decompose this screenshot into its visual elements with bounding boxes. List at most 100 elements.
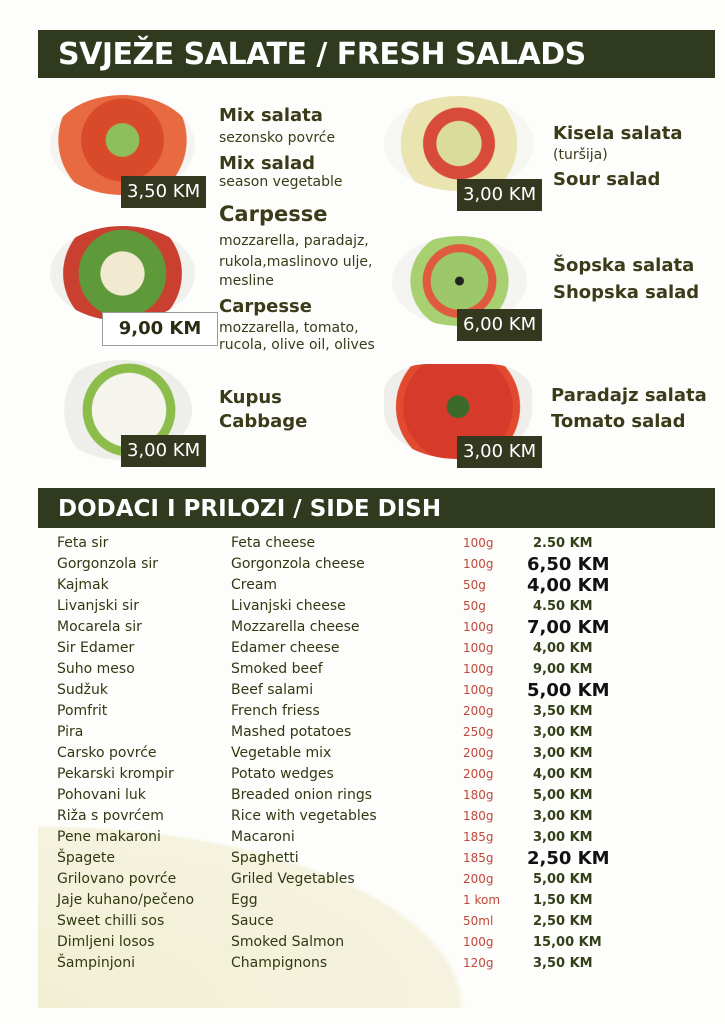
side-dish-portion: 100g: [463, 683, 494, 697]
tomato-salad-price: 3,00 KM: [457, 436, 543, 468]
side-dish-row: Sudžuk Beef salami 100g 5,00 KM: [0, 680, 725, 701]
side-dish-price: 15,00 KM: [533, 935, 602, 950]
side-dish-row: Sweet chilli sos Sauce 50ml 2,50 KM: [0, 911, 725, 932]
background-wave: [38, 528, 718, 1008]
side-dish-name-en: Feta cheese: [231, 535, 316, 551]
side-dish-name-en: Gorgonzola cheese: [231, 556, 365, 572]
side-dish-row: Grilovano povrće Griled Vegetables 200g 5,0…: [0, 869, 725, 890]
side-dish-price: 3,00 KM: [533, 830, 593, 845]
side-dish-portion: 50ml: [463, 914, 494, 928]
side-dish-name-bs: Suho meso: [57, 661, 135, 677]
sour-salad-photo: [384, 96, 534, 191]
side-dish-row: Feta sir Feta cheese 100g 2.50 KM: [0, 533, 725, 554]
carpesse-desc-bs-2: rukola,maslinovo ulje,: [219, 254, 373, 270]
side-dish-price: 4.50 KM: [533, 599, 593, 614]
side-dish-name-en: Smoked Salmon: [231, 934, 345, 950]
carpesse-price: 9,00 KM: [102, 312, 218, 346]
side-dish-name-bs: Gorgonzola sir: [57, 556, 159, 572]
side-dish-name-bs: Pene makaroni: [57, 829, 161, 845]
shopska-salad-name-bs: Šopska salata: [553, 255, 695, 276]
side-dish-row: Carsko povrće Vegetable mix 200g 3,00 KM: [0, 743, 725, 764]
side-dish-price: 2,50 KM: [533, 914, 593, 929]
mix-salad-name-bs: Mix salata: [219, 105, 323, 126]
side-dish-name-bs: Pira: [57, 724, 84, 740]
side-dish-row: Jaje kuhano/pečeno Egg 1 kom 1,50 KM: [0, 890, 725, 911]
side-dish-name-bs: Livanjski sir: [57, 598, 139, 614]
fresh-salads-header: SVJEŽE SALATE / FRESH SALADS: [38, 30, 715, 78]
side-dish-name-bs: Mocarela sir: [57, 619, 142, 635]
side-dish-name-bs: Riža s povrćem: [57, 808, 164, 824]
side-dish-name-bs: Jaje kuhano/pečeno: [57, 892, 195, 908]
side-dish-name-en: Champignons: [231, 955, 328, 971]
carpesse-name-en: Carpesse: [219, 296, 312, 317]
side-dish-name-bs: Pekarski krompir: [57, 766, 174, 782]
side-dish-name-bs: Sweet chilli sos: [57, 913, 165, 929]
side-dish-name-bs: Dimljeni losos: [57, 934, 155, 950]
side-dish-price: 4,00 KM: [533, 641, 593, 656]
side-dish-portion: 100g: [463, 662, 494, 676]
side-dish-portion: 120g: [463, 956, 494, 970]
side-dish-name-en: Macaroni: [231, 829, 295, 845]
side-dish-name-bs: Špagete: [57, 850, 115, 866]
side-dish-price: 3,00 KM: [533, 725, 593, 740]
sour-salad-desc-bs: (turšija): [553, 147, 608, 163]
side-dish-row: Pira Mashed potatoes 250g 3,00 KM: [0, 722, 725, 743]
side-dish-portion: 100g: [463, 557, 494, 571]
side-dish-portion: 185g: [463, 851, 494, 865]
side-dish-name-en: Sauce: [231, 913, 274, 929]
side-dish-name-en: Livanjski cheese: [231, 598, 346, 614]
side-dish-price: 3,50 KM: [533, 704, 593, 719]
side-dish-name-en: French friess: [231, 703, 320, 719]
mix-salad-price: 3,50 KM: [121, 176, 207, 208]
side-dish-name-en: Mozzarella cheese: [231, 619, 360, 635]
side-dish-name-bs: Carsko povrće: [57, 745, 157, 761]
side-dish-portion: 200g: [463, 872, 494, 886]
side-dish-row: Mocarela sir Mozzarella cheese 100g 7,00 KM: [0, 617, 725, 638]
side-dish-price: 5,00 KM: [533, 872, 593, 887]
shopska-salad-price: 6,00 KM: [457, 309, 543, 341]
side-dish-portion: 100g: [463, 620, 494, 634]
side-dish-name-en: Cream: [231, 577, 278, 593]
tomato-salad-name-bs: Paradajz salata: [551, 385, 707, 406]
side-dish-price: 3,00 KM: [533, 746, 593, 761]
side-dish-portion: 50g: [463, 599, 486, 613]
carpesse-photo: [50, 226, 195, 321]
side-dish-portion: 200g: [463, 704, 494, 718]
side-dish-row: Pomfrit French friess 200g 3,50 KM: [0, 701, 725, 722]
side-dish-name-en: Edamer cheese: [231, 640, 340, 656]
side-dish-price: 5,00 KM: [533, 788, 593, 803]
side-dish-name-bs: Kajmak: [57, 577, 109, 593]
side-dish-row: Pohovani luk Breaded onion rings 180g 5,00 …: [0, 785, 725, 806]
side-dish-name-en: Mashed potatoes: [231, 724, 352, 740]
side-dish-row: Špagete Spaghetti 185g 2,50 KM: [0, 848, 725, 869]
side-dish-name-en: Griled Vegetables: [231, 871, 355, 887]
side-dish-name-bs: Pomfrit: [57, 703, 108, 719]
side-dish-row: Livanjski sir Livanjski cheese 50g 4.50 KM: [0, 596, 725, 617]
side-dish-name-bs: Šampinjoni: [57, 955, 135, 971]
side-dish-row: Šampinjoni Champignons 120g 3,50 KM: [0, 953, 725, 974]
side-dish-name-bs: Feta sir: [57, 535, 109, 551]
carpesse-name-bs: Carpesse: [219, 202, 328, 226]
side-dish-price: 3,00 KM: [533, 809, 593, 824]
side-dish-row: Sir Edamer Edamer cheese 100g 4,00 KM: [0, 638, 725, 659]
side-dish-price: 6,50 KM: [527, 554, 610, 575]
side-dish-name-bs: Sir Edamer: [57, 640, 135, 656]
side-dish-name-en: Rice with vegetables: [231, 808, 377, 824]
side-dish-name-en: Egg: [231, 892, 258, 908]
side-dish-portion: 200g: [463, 746, 494, 760]
mix-salad-name-en: Mix salad: [219, 153, 316, 174]
side-dish-price: 5,00 KM: [527, 680, 610, 701]
side-dish-price: 2.50 KM: [533, 536, 593, 551]
shopska-salad-name-en: Shopska salad: [553, 282, 700, 303]
side-dish-name-bs: Grilovano povrće: [57, 871, 177, 887]
carpesse-desc-en-2: rucola, olive oil, olives: [219, 337, 375, 353]
side-dish-portion: 50g: [463, 578, 486, 592]
side-dish-name-en: Smoked beef: [231, 661, 323, 677]
mix-salad-desc-en: season vegetable: [219, 174, 343, 190]
side-dish-name-en: Vegetable mix: [231, 745, 332, 761]
side-dish-portion: 185g: [463, 830, 494, 844]
side-dish-price: 3,50 KM: [533, 956, 593, 971]
side-dish-row: Suho meso Smoked beef 100g 9,00 KM: [0, 659, 725, 680]
side-dish-portion: 100g: [463, 935, 494, 949]
side-dish-portion: 180g: [463, 788, 494, 802]
